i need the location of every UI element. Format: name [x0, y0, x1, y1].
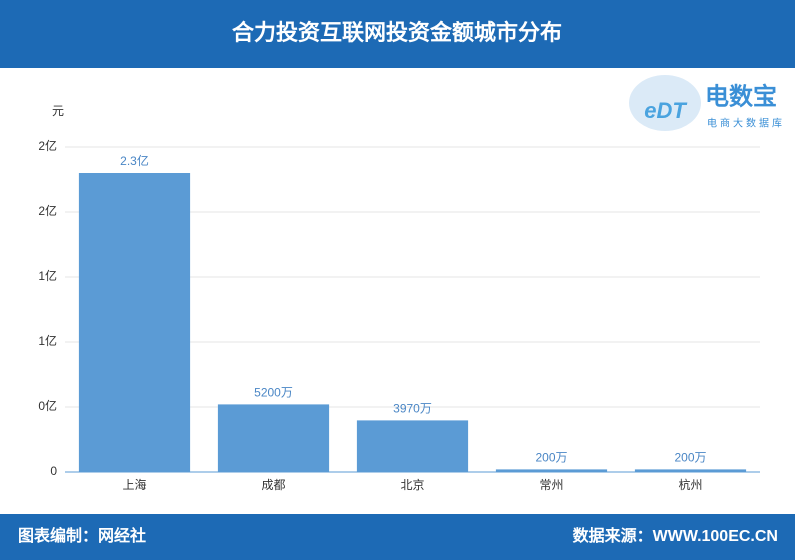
logo-mark: eDT — [644, 98, 687, 123]
y-tick-label: 0 — [50, 464, 57, 478]
logo-tagline: 电商大数据库 — [707, 117, 785, 130]
header-bar — [0, 0, 795, 68]
logo-cloud — [629, 75, 701, 131]
logo-name: 电数宝 — [705, 82, 777, 110]
x-tick-label: 杭州 — [678, 477, 702, 492]
footer-right: 数据来源：WWW.100EC.CN — [573, 526, 778, 545]
y-tick-label: 2亿 — [38, 203, 57, 218]
x-tick-label: 上海 — [122, 477, 146, 492]
x-tick-label: 成都 — [261, 478, 285, 492]
bar — [356, 420, 469, 472]
value-label: 2.3亿 — [120, 153, 149, 168]
y-tick-label: 2亿 — [38, 138, 57, 153]
footer-left: 图表编制：网经社 — [18, 526, 146, 545]
y-axis-label: 元 — [52, 104, 64, 118]
y-tick-label: 0亿 — [38, 398, 57, 413]
chart-title: 合力投资互联网投资金额城市分布 — [232, 20, 562, 45]
bar — [78, 173, 191, 472]
value-label: 5200万 — [254, 386, 293, 400]
y-tick-label: 1亿 — [38, 268, 57, 283]
value-label: 200万 — [674, 451, 706, 465]
footer-bar — [0, 514, 795, 560]
value-label: 3970万 — [393, 402, 432, 416]
bar — [634, 469, 747, 472]
y-tick-label: 1亿 — [38, 333, 57, 348]
x-tick-label: 常州 — [539, 478, 563, 492]
value-label: 200万 — [535, 451, 567, 465]
bar — [217, 404, 330, 472]
bar — [495, 469, 608, 472]
x-tick-label: 北京 — [400, 478, 424, 492]
